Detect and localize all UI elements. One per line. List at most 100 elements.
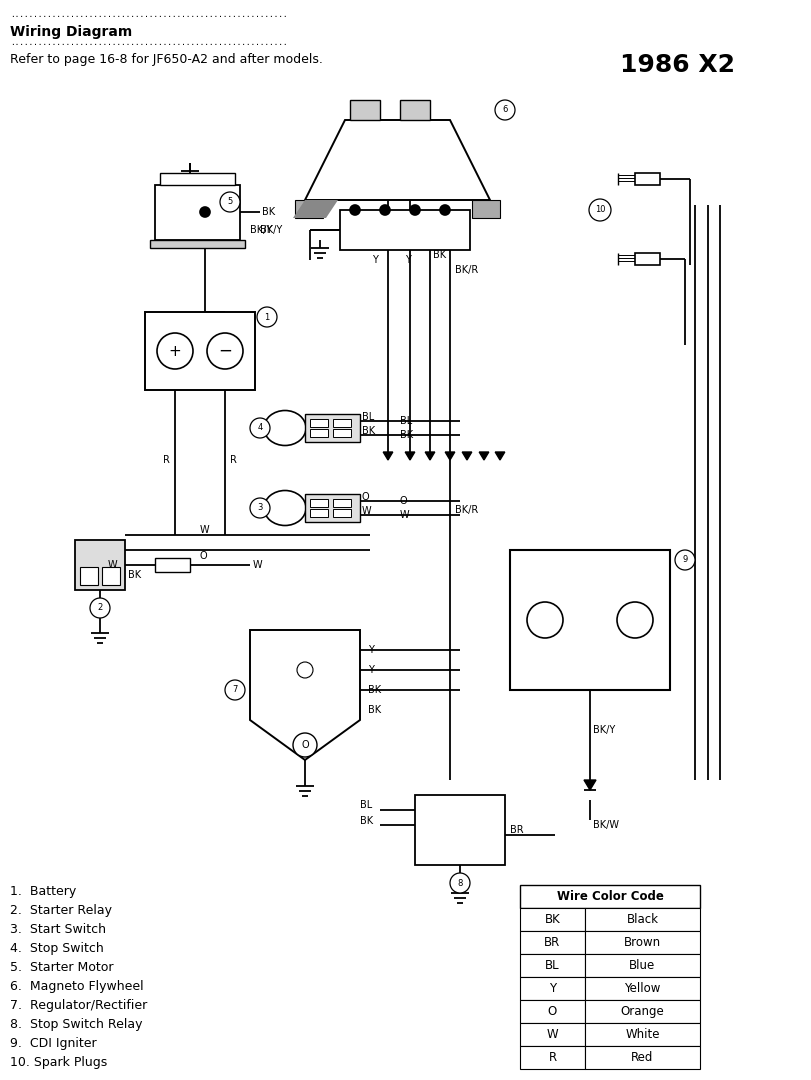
Bar [519, 1023, 584, 1047]
Polygon shape [318, 200, 337, 218]
Text: Wiring Diagram: Wiring Diagram [10, 25, 132, 39]
Bar [155, 185, 240, 240]
Text: ............................................................: ........................................… [10, 10, 287, 19]
Polygon shape [250, 630, 359, 760]
Bar [584, 977, 699, 1000]
Bar [519, 885, 699, 908]
Text: Refer to page 16-8 for JF650-A2 and after models.: Refer to page 16-8 for JF650-A2 and afte… [10, 53, 323, 66]
Text: 9: 9 [681, 555, 687, 565]
Text: W: W [253, 561, 262, 570]
Circle shape [410, 205, 419, 215]
Circle shape [440, 205, 449, 215]
Text: BK: BK [128, 570, 141, 580]
Text: 10: 10 [594, 205, 604, 215]
Bar [75, 540, 125, 590]
Circle shape [200, 207, 210, 217]
Bar [584, 1047, 699, 1069]
Text: 1: 1 [264, 312, 269, 322]
Text: O: O [301, 740, 308, 750]
Polygon shape [305, 120, 489, 200]
Text: W: W [108, 561, 118, 570]
Polygon shape [298, 200, 318, 218]
Text: Red: Red [630, 1051, 653, 1064]
Text: Brown: Brown [623, 936, 660, 949]
Bar [584, 954, 699, 977]
Text: Y: Y [371, 255, 378, 265]
Text: W: W [200, 525, 209, 535]
Text: Y: Y [405, 255, 410, 265]
Circle shape [588, 199, 610, 221]
Bar [155, 558, 190, 572]
Circle shape [526, 602, 562, 638]
Text: Orange: Orange [620, 1005, 663, 1018]
Text: BR: BR [543, 936, 560, 949]
Circle shape [157, 333, 193, 369]
Bar [584, 908, 699, 931]
Bar [584, 1000, 699, 1023]
Ellipse shape [264, 490, 306, 526]
Bar [150, 240, 245, 248]
Text: 9.  CDI Igniter: 9. CDI Igniter [10, 1037, 97, 1050]
Text: R: R [547, 1051, 556, 1064]
Bar [400, 100, 430, 120]
Text: 5: 5 [227, 198, 232, 206]
Text: BL: BL [362, 411, 374, 422]
Text: Black: Black [626, 913, 658, 926]
Text: BK/Y: BK/Y [260, 225, 282, 235]
Bar [519, 908, 584, 931]
Text: 10. Spark Plugs: 10. Spark Plugs [10, 1056, 107, 1069]
Polygon shape [405, 453, 414, 460]
Circle shape [207, 333, 242, 369]
Text: BK/Y: BK/Y [250, 225, 272, 235]
Circle shape [674, 550, 694, 570]
Bar [333, 499, 350, 507]
Text: 3.  Start Switch: 3. Start Switch [10, 923, 106, 936]
Text: BK: BK [359, 816, 373, 826]
Bar [310, 499, 328, 507]
Text: BK: BK [432, 249, 445, 260]
Bar [509, 550, 669, 690]
Bar [333, 429, 350, 437]
Text: 8: 8 [457, 878, 462, 888]
Text: Y: Y [548, 982, 556, 995]
Text: W: W [546, 1028, 558, 1041]
Text: Y: Y [367, 665, 373, 675]
Text: −: − [218, 342, 232, 360]
Polygon shape [583, 780, 595, 789]
Bar [102, 567, 120, 585]
Text: BK: BK [367, 705, 380, 715]
Bar [519, 1000, 584, 1023]
Bar [634, 253, 659, 265]
Text: 7: 7 [232, 686, 238, 694]
Bar [310, 419, 328, 427]
Text: Yellow: Yellow [624, 982, 660, 995]
Text: 6: 6 [502, 106, 507, 114]
Text: O: O [200, 551, 208, 561]
Bar [471, 200, 500, 218]
Circle shape [250, 418, 270, 438]
Polygon shape [307, 200, 328, 218]
Bar [294, 200, 323, 218]
Text: Wire Color Code: Wire Color Code [556, 890, 663, 903]
Bar [80, 567, 98, 585]
Text: +: + [169, 343, 181, 359]
Text: BK/R: BK/R [454, 505, 478, 515]
Bar [333, 509, 350, 517]
Circle shape [250, 498, 270, 518]
Bar [634, 173, 659, 185]
Text: 4: 4 [257, 423, 262, 432]
Text: BK/W: BK/W [592, 820, 618, 831]
Text: BK: BK [400, 430, 413, 440]
Circle shape [220, 192, 240, 212]
Text: BK: BK [362, 426, 375, 436]
Circle shape [616, 602, 652, 638]
Text: BK: BK [367, 685, 380, 696]
Bar [519, 977, 584, 1000]
Bar [160, 173, 234, 185]
Polygon shape [425, 453, 434, 460]
Circle shape [495, 100, 514, 120]
Text: 2.  Starter Relay: 2. Starter Relay [10, 904, 112, 917]
Bar [584, 931, 699, 954]
Text: BL: BL [359, 800, 371, 810]
Bar [584, 1023, 699, 1047]
